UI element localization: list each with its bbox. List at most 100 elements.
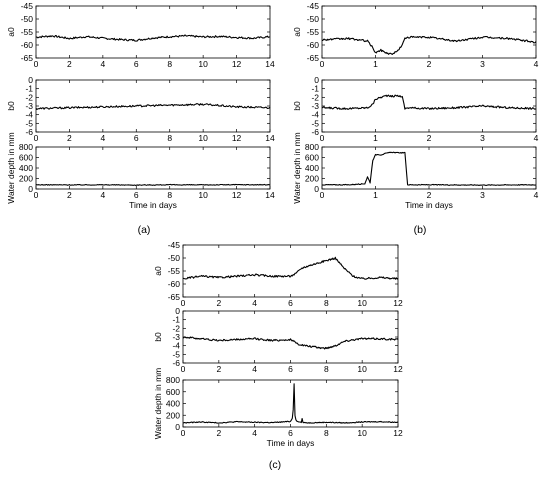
data-line: [321, 151, 537, 186]
y-axis-label: b0: [6, 101, 16, 111]
x-axis-label: Time in days: [405, 200, 453, 210]
x-tick-label: 4: [100, 190, 105, 200]
y-axis-label: Water depth in mm: [292, 132, 302, 204]
x-tick-label: 2: [67, 190, 72, 200]
plot-frame: [35, 79, 271, 133]
y-tick-label: -4: [25, 110, 33, 120]
y-axis-label: b0: [292, 101, 302, 111]
y-tick-label: 0: [28, 184, 33, 194]
x-tick-label: 6: [288, 428, 293, 438]
y-tick-label: -3: [172, 332, 180, 342]
data-line: [321, 94, 537, 110]
y-axis-label: Water depth in mm: [6, 132, 16, 204]
x-tick-label: 2: [216, 298, 221, 308]
y-tick-label: -4: [172, 341, 180, 351]
x-tick-label: 8: [167, 59, 172, 69]
data-line: [182, 256, 399, 280]
y-axis-label: Water depth in mm: [153, 368, 163, 440]
x-tick-label: 12: [232, 59, 242, 69]
y-tick-label: 600: [166, 387, 180, 397]
x-tick-label: 4: [534, 59, 539, 69]
plot-frame: [321, 5, 537, 59]
x-axis-label: Time in days: [129, 200, 177, 210]
x-tick-label: 2: [216, 428, 221, 438]
y-tick-label: 400: [305, 163, 319, 173]
y-tick-label: 0: [314, 184, 319, 194]
x-tick-label: 6: [134, 190, 139, 200]
x-tick-label: 2: [216, 364, 221, 374]
x-tick-label: 0: [181, 364, 186, 374]
x-tick-label: 6: [288, 298, 293, 308]
x-tick-label: 1: [373, 190, 378, 200]
x-tick-label: 10: [198, 190, 208, 200]
x-tick-label: 2: [67, 133, 72, 143]
x-tick-label: 14: [265, 133, 275, 143]
y-tick-label: -1: [25, 84, 33, 94]
x-tick-label: 12: [393, 298, 403, 308]
x-tick-label: 4: [252, 298, 257, 308]
y-tick-label: -55: [307, 27, 320, 37]
subplot-b-a0: 0 1 2 3 4 -65 -60 -55 -50 -45 a0: [292, 1, 539, 69]
x-tick-label: 14: [265, 59, 275, 69]
x-tick-label: 3: [480, 133, 485, 143]
x-tick-label: 2: [427, 59, 432, 69]
y-tick-label: -2: [172, 323, 180, 333]
x-tick-label: 2: [67, 59, 72, 69]
x-tick-label: 0: [181, 298, 186, 308]
data-line: [321, 35, 537, 55]
y-tick-label: -55: [21, 27, 34, 37]
x-tick-label: 6: [134, 59, 139, 69]
y-tick-label: -3: [311, 101, 319, 111]
y-tick-label: 0: [28, 75, 33, 85]
x-tick-label: 4: [252, 364, 257, 374]
plot-frame: [182, 379, 399, 428]
y-tick-label: -3: [25, 101, 33, 111]
plot-frame: [35, 146, 271, 190]
y-tick-label: -2: [311, 92, 319, 102]
y-tick-label: 200: [166, 410, 180, 420]
y-tick-label: -55: [168, 266, 181, 276]
x-tick-label: 0: [181, 428, 186, 438]
x-tick-label: 12: [232, 133, 242, 143]
y-tick-label: 800: [305, 142, 319, 152]
x-tick-label: 12: [232, 190, 242, 200]
x-axis-label: Time in days: [267, 438, 315, 448]
y-tick-label: 200: [19, 174, 33, 184]
x-tick-label: 8: [324, 298, 329, 308]
x-tick-label: 8: [167, 190, 172, 200]
y-tick-label: 200: [305, 174, 319, 184]
data-line: [183, 336, 399, 350]
y-tick-label: -6: [172, 358, 180, 368]
y-axis-label: a0: [6, 27, 16, 37]
y-tick-label: 400: [19, 163, 33, 173]
x-tick-label: 8: [324, 428, 329, 438]
y-tick-label: -5: [311, 118, 319, 128]
x-tick-label: 10: [357, 298, 367, 308]
y-tick-label: -60: [307, 40, 320, 50]
plot-frame: [321, 146, 537, 190]
panel-label-c: (c): [269, 459, 281, 471]
x-tick-label: 12: [393, 364, 403, 374]
data-line: [182, 383, 399, 424]
x-tick-label: 10: [357, 428, 367, 438]
y-tick-label: -50: [21, 14, 34, 24]
x-tick-label: 2: [427, 133, 432, 143]
x-tick-label: 4: [534, 133, 539, 143]
y-tick-label: -60: [168, 279, 181, 289]
subplot-c-a0: 0 2 4 6 8 10 12 -65 -60 -55 -50 -45 a0: [153, 240, 403, 308]
x-tick-label: 10: [198, 59, 208, 69]
x-tick-label: 6: [134, 133, 139, 143]
y-axis-label: a0: [292, 27, 302, 37]
y-tick-label: 800: [166, 375, 180, 385]
subplot-a-a0: 0 2 4 6 8 10 12 14 -65 -60 -55 -50 -45 a0: [6, 1, 275, 69]
x-tick-label: 4: [100, 59, 105, 69]
plot-frame: [182, 244, 399, 298]
y-tick-label: 0: [175, 306, 180, 316]
x-tick-label: 0: [320, 190, 325, 200]
y-tick-label: -45: [168, 240, 181, 250]
y-tick-label: -6: [311, 127, 319, 137]
